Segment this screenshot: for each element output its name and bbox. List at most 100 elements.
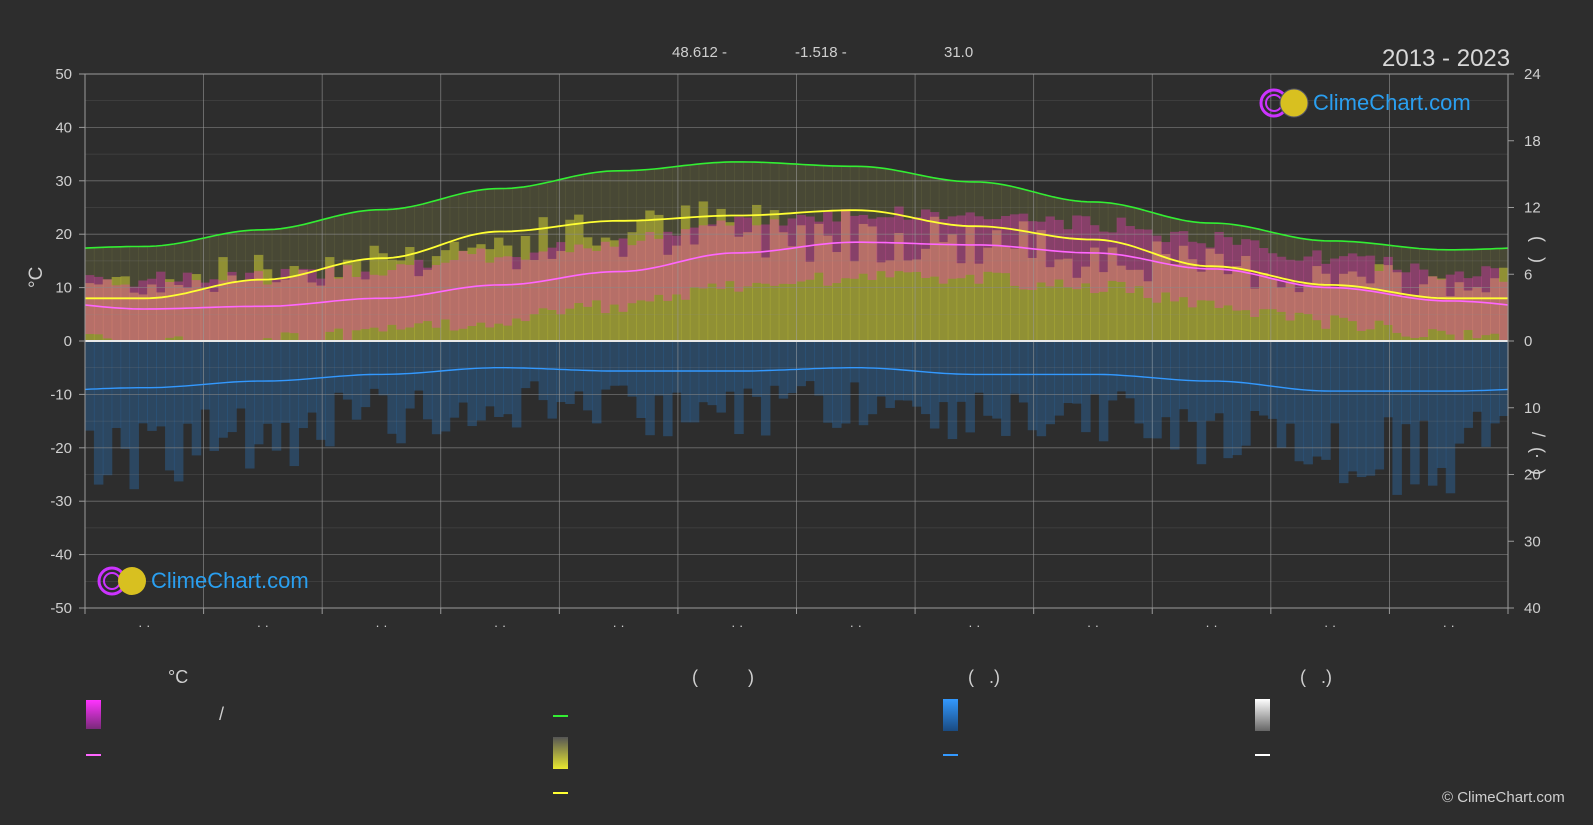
sunshine-band <box>627 232 638 341</box>
precip-band <box>494 342 504 417</box>
temp-range-band <box>1303 256 1313 314</box>
daylight-band <box>1410 248 1420 341</box>
temp-range-band <box>1045 216 1056 287</box>
precip-band <box>1454 342 1465 444</box>
precip-band <box>1098 342 1109 442</box>
temp-range-band <box>796 214 806 282</box>
sunshine-band <box>654 214 664 341</box>
sunshine-band <box>1365 283 1376 341</box>
temp-range-band <box>716 220 726 289</box>
temp-range-band <box>894 206 904 272</box>
temp-range-band <box>1481 266 1491 336</box>
left-tick-label: 50 <box>55 66 72 83</box>
precip-band <box>912 342 922 407</box>
legend-temp-range-separator: / <box>219 704 225 724</box>
daylight-band <box>1072 201 1082 341</box>
sunshine-band <box>814 223 824 341</box>
precip-band <box>992 342 1002 419</box>
temp-range-band <box>1312 250 1322 321</box>
temp-range-band <box>1401 272 1411 337</box>
precip-band <box>1143 342 1153 439</box>
precip-band <box>787 342 798 394</box>
temp-range-band <box>1258 248 1269 310</box>
temp-range-band <box>334 278 344 329</box>
sunshine-band <box>1463 290 1474 341</box>
temp-range-band <box>1294 260 1305 313</box>
sunshine-band <box>840 210 851 341</box>
sunshine-band <box>1312 266 1322 341</box>
sunshine-band <box>245 280 255 341</box>
temp-range-band <box>129 286 139 341</box>
sunshine-band <box>1392 272 1402 341</box>
sunshine-band <box>1152 241 1162 341</box>
sunshine-band <box>156 292 166 341</box>
sunshine-band <box>280 279 291 341</box>
sunshine-band <box>1143 281 1153 341</box>
longitude-label: -1.518 - <box>795 44 847 61</box>
sunshine-band <box>707 226 718 341</box>
right-axis-label-top: ( ) <box>1528 236 1548 263</box>
temp-range-band <box>1098 231 1109 292</box>
precip-band <box>636 342 646 419</box>
logo-bottom[interactable]: ClimeChart.com <box>96 565 336 597</box>
sunshine-band <box>636 220 646 341</box>
sunshine-band <box>476 244 486 341</box>
precip-band <box>1027 342 1038 431</box>
precip-band <box>280 342 291 423</box>
precip-band <box>894 342 904 401</box>
right-tick-label-precip: 40 <box>1524 600 1541 617</box>
precip-band <box>307 342 317 413</box>
precip-band <box>1445 342 1456 494</box>
precip-band <box>1196 342 1207 465</box>
sunshine-band <box>289 266 300 341</box>
precip-band <box>467 342 477 427</box>
precip-band <box>414 342 424 391</box>
temp-range-band <box>1001 216 1011 274</box>
left-tick-label: -40 <box>50 547 72 564</box>
logo-top[interactable]: ClimeChart.com <box>1258 87 1498 119</box>
temp-range-band <box>1365 255 1376 330</box>
sunshine-band <box>1089 247 1100 341</box>
temp-range-band <box>102 279 113 339</box>
precip-band <box>574 342 584 392</box>
temp-range-band <box>85 275 95 334</box>
temp-range-band <box>1419 269 1429 338</box>
temp-range-band <box>814 221 824 273</box>
precip-band <box>716 342 726 413</box>
temp-range-band <box>360 271 371 330</box>
sunshine-band <box>965 225 975 341</box>
sunshine-band <box>102 279 113 341</box>
temp-range-band <box>262 284 273 339</box>
sunshine-band <box>1116 265 1127 341</box>
sunshine-band <box>307 282 317 341</box>
precip-band <box>316 342 326 440</box>
precip-band <box>1161 342 1171 418</box>
daylight-band <box>414 205 424 341</box>
sunshine-band <box>298 270 308 341</box>
sunshine-band <box>173 284 184 341</box>
sunshine-band <box>1445 296 1456 341</box>
temp-range-band <box>867 218 878 280</box>
temp-range-band <box>876 217 887 272</box>
precip-band <box>1134 342 1144 424</box>
precip-band <box>583 342 593 411</box>
daylight-band <box>956 181 967 341</box>
sunshine-band <box>956 263 967 341</box>
temp-range-band <box>431 264 442 328</box>
precip-band <box>1054 342 1064 416</box>
temp-range-band <box>903 219 913 273</box>
temp-range-band <box>1027 221 1038 290</box>
sunshine-band <box>209 291 220 341</box>
sunshine-band <box>1419 284 1429 341</box>
temp-range-band <box>1321 263 1331 329</box>
temp-range-band <box>760 224 771 284</box>
sunshine-band <box>182 287 193 341</box>
precip-band <box>1250 342 1260 412</box>
temp-range-band <box>1152 235 1162 303</box>
elevation-label: 31.0 <box>944 44 974 61</box>
temp-range-band <box>280 268 291 333</box>
precip-band <box>671 342 682 393</box>
sunshine-band <box>1356 276 1367 341</box>
temp-range-band <box>209 279 220 341</box>
sunshine-band <box>316 285 326 341</box>
